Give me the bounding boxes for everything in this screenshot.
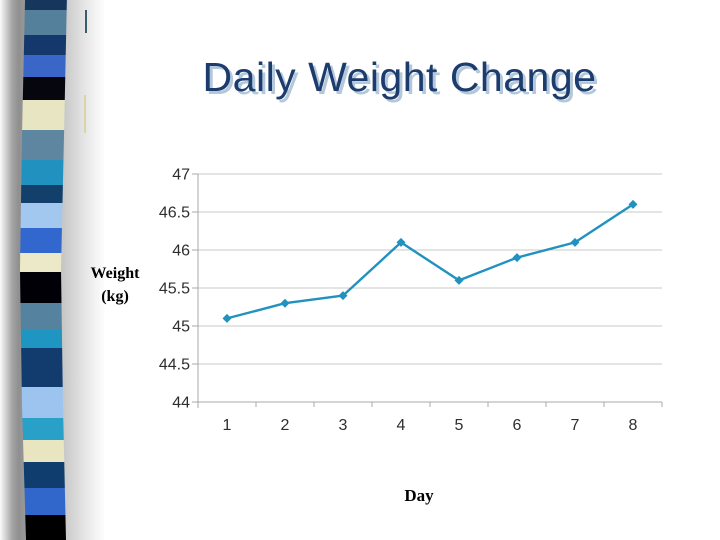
ribbon-stripe (19, 253, 67, 272)
ribbon-stripe (19, 203, 67, 228)
data-point-marker (628, 199, 638, 209)
ribbon-stripe (19, 387, 67, 418)
x-tick-label: 1 (223, 417, 232, 434)
data-point-marker (512, 253, 522, 263)
y-tick-label: 44.5 (159, 357, 190, 374)
y-axis-title: Weight (kg) (80, 262, 150, 308)
y-axis-title-line2: (kg) (101, 288, 129, 305)
ribbon-stripe (19, 130, 67, 160)
slide-title: Daily Weight Change (202, 54, 597, 100)
x-tick-label: 4 (397, 417, 406, 434)
series-line (225, 203, 635, 320)
ribbon-stripe (19, 418, 67, 440)
y-tick-label: 44 (172, 395, 190, 412)
y-tick-label: 45.5 (159, 281, 190, 298)
accent-tick-teal (85, 10, 87, 33)
y-tick-label: 47 (172, 167, 190, 184)
y-tick-label: 46 (172, 243, 190, 260)
x-tick-label: 6 (513, 417, 522, 434)
y-axis-title-line1: Weight (90, 265, 140, 282)
data-point-marker (222, 313, 232, 323)
x-tick-label: 7 (571, 417, 580, 434)
ribbon-stripe (19, 228, 67, 253)
ribbon-stripe (19, 348, 67, 387)
data-point-marker (454, 275, 464, 285)
data-point-marker (338, 291, 348, 301)
ribbon-stripe (19, 35, 67, 55)
accent-tick-cream (84, 95, 86, 133)
data-point-marker (396, 237, 406, 247)
x-tick-label: 5 (455, 417, 464, 434)
data-point-marker (570, 237, 580, 247)
x-tick-label: 3 (339, 417, 348, 434)
ribbon-stripe (19, 77, 67, 100)
y-tick-label: 45 (172, 319, 190, 336)
ribbon-stripe (19, 160, 67, 185)
ribbon-stripe (19, 0, 67, 10)
ribbon-stripe (19, 100, 67, 130)
ribbon-stripe (19, 440, 67, 462)
decorative-ribbon (19, 0, 67, 540)
ribbon-stripe (19, 515, 67, 540)
ribbon-stripe (19, 272, 67, 303)
y-tick-label: 46.5 (159, 205, 190, 222)
ribbon-stripe (19, 488, 67, 515)
ribbon-stripe (19, 330, 67, 348)
x-axis-title: Day (404, 486, 434, 505)
data-point-marker (280, 298, 290, 308)
ribbon-stripe (19, 462, 67, 488)
ribbon-stripe (19, 10, 67, 35)
x-tick-label: 2 (281, 417, 290, 434)
ribbon-stripe (19, 303, 67, 330)
x-tick-label: 8 (629, 417, 638, 434)
ribbon-stripe (19, 185, 67, 203)
ribbon-stripe (19, 55, 67, 77)
